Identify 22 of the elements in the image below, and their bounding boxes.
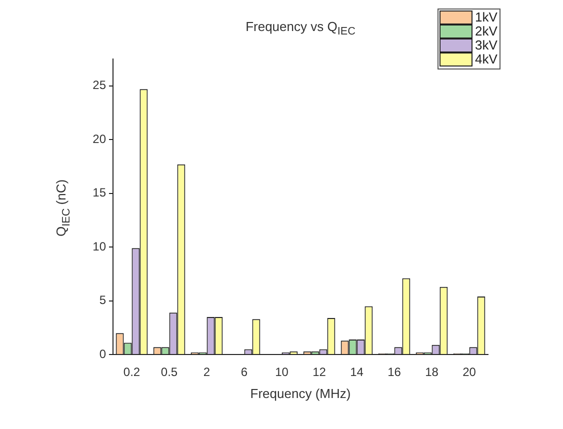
y-tick-label: 10	[92, 239, 106, 254]
y-tick-label: 5	[99, 293, 106, 308]
x-tick-label: 0.5	[160, 365, 178, 380]
y-tick-label: 25	[92, 78, 106, 92]
x-tick-label: 10	[275, 365, 289, 380]
y-tick-label: 20	[92, 132, 106, 146]
legend-label: 1kV	[475, 10, 498, 25]
legend-label: 3kV	[475, 38, 498, 53]
x-tick-label: 0.2	[123, 365, 140, 380]
y-tick-label: 15	[92, 186, 106, 200]
legend-label: 4kV	[475, 52, 498, 67]
x-tick-label: 2	[203, 365, 210, 380]
x-tick-label: 18	[425, 365, 439, 380]
y-tick-label: 0	[99, 346, 106, 361]
x-axis-title: Frequency (MHz)	[249, 386, 352, 401]
x-tick-label: 6	[240, 365, 248, 380]
x-tick-label: 14	[350, 365, 364, 380]
x-tick-label: 16	[388, 365, 402, 380]
x-tick-label: 12	[312, 365, 326, 380]
chart-title: Frequency vs Q$_{IEC}$	[246, 19, 356, 38]
x-tick-label: 20	[462, 365, 476, 380]
legend-label: 2kV	[475, 24, 498, 39]
